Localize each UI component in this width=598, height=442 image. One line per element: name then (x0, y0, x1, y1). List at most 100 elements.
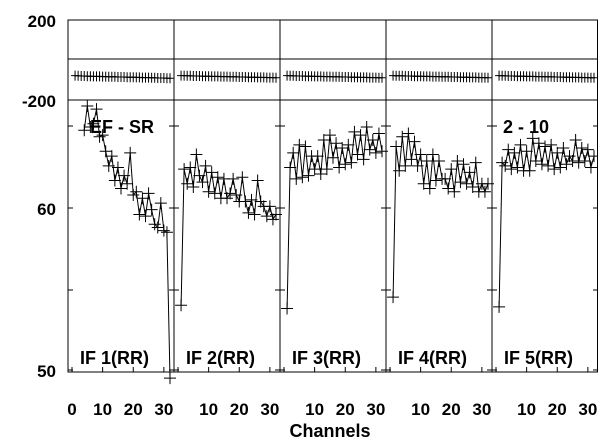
amp-point (290, 172, 303, 185)
amp-point (336, 142, 349, 155)
xtick-label: 10 (93, 400, 112, 419)
amp-point (102, 159, 115, 172)
amp-point (420, 155, 433, 168)
amp-series-line (83, 105, 171, 379)
xtick-label: 20 (548, 400, 567, 419)
amp-point (511, 161, 524, 174)
phase-series-line (393, 75, 489, 79)
amp-point (584, 161, 597, 174)
amp-point (508, 146, 521, 159)
amp-point (523, 164, 536, 177)
amp-point (405, 153, 418, 166)
amp-point (90, 103, 103, 116)
amp-point (360, 121, 373, 133)
amp-point (181, 177, 194, 190)
amp-ytick-label: 60 (37, 200, 56, 219)
xtick-label: 30 (260, 400, 279, 419)
amp-point (408, 135, 421, 148)
amp-point (157, 224, 170, 237)
amp-point (457, 158, 470, 171)
amp-point (84, 121, 97, 133)
amp-point (345, 156, 358, 169)
phase-series-line (499, 75, 594, 79)
amp-point (396, 130, 409, 143)
amp-point (224, 187, 237, 200)
amp-point (230, 189, 243, 202)
series-label: IF 5(RR) (504, 348, 573, 368)
amp-point (463, 166, 476, 179)
amp-point (399, 159, 412, 172)
xtick-label: 10 (199, 400, 218, 419)
amp-point (363, 143, 376, 156)
amp-point (563, 150, 576, 163)
amp-series-line (392, 133, 489, 298)
x-axis-label: Channels (289, 421, 370, 441)
phase-ytick-label: -200 (22, 92, 56, 111)
amp-point (390, 140, 403, 153)
amp-point (333, 161, 346, 174)
amp-point (423, 182, 436, 195)
amp-point (372, 127, 385, 140)
amp-point (417, 177, 430, 190)
amp-point (414, 148, 427, 161)
series-label: IF 2(RR) (186, 348, 255, 368)
amp-point (454, 176, 467, 189)
amp-point (221, 192, 233, 205)
amp-point (142, 187, 155, 200)
amp-point (227, 172, 240, 185)
amp-point (351, 148, 364, 161)
series-label: IF 3(RR) (292, 348, 361, 368)
amp-point (196, 176, 209, 189)
amp-point (526, 132, 539, 145)
amp-point (205, 166, 218, 179)
amp-point (566, 155, 579, 168)
amp-point (348, 125, 361, 138)
amp-point (130, 185, 143, 198)
amp-point (342, 138, 355, 151)
xtick-label: 0 (67, 400, 76, 419)
amp-point (442, 182, 455, 195)
amp-point (339, 158, 352, 171)
amp-point (317, 133, 330, 146)
amp-point (108, 174, 121, 187)
amp-point (560, 158, 573, 171)
amp-point (266, 213, 279, 226)
amp-point (308, 163, 321, 176)
phase-series-line (75, 75, 170, 79)
amp-point (554, 161, 567, 174)
amp-point (366, 133, 379, 146)
amp-point (460, 177, 473, 190)
amp-point (202, 185, 215, 198)
amp-series-line (180, 154, 277, 306)
phase-ytick-label: 200 (28, 12, 56, 31)
amp-point (499, 159, 512, 172)
amp-point (505, 163, 518, 176)
amp-point (127, 189, 140, 202)
amp-point (493, 300, 506, 313)
amp-point (190, 148, 203, 161)
amp-point (105, 150, 118, 163)
amp-point (87, 117, 100, 130)
xtick-label: 20 (442, 400, 461, 419)
amp-point (260, 210, 273, 223)
amp-point (281, 302, 294, 315)
xtick-label: 20 (230, 400, 249, 419)
amp-point (320, 163, 333, 176)
xtick-label: 20 (124, 400, 143, 419)
amp-point (254, 195, 267, 208)
amp-point (575, 142, 588, 155)
xtick-label: 10 (305, 400, 324, 419)
amp-point (542, 159, 555, 172)
xtick-label: 30 (366, 400, 385, 419)
xtick-label: 30 (472, 400, 491, 419)
xtick-label: 30 (154, 400, 173, 419)
amp-point (99, 145, 112, 158)
amp-point (330, 137, 343, 150)
amp-point (545, 138, 558, 151)
amp-point (199, 159, 212, 172)
amp-series-line (286, 126, 383, 309)
amp-point (248, 208, 261, 221)
amp-point (426, 148, 439, 161)
baseline-annotation: EF - SR (90, 117, 154, 137)
